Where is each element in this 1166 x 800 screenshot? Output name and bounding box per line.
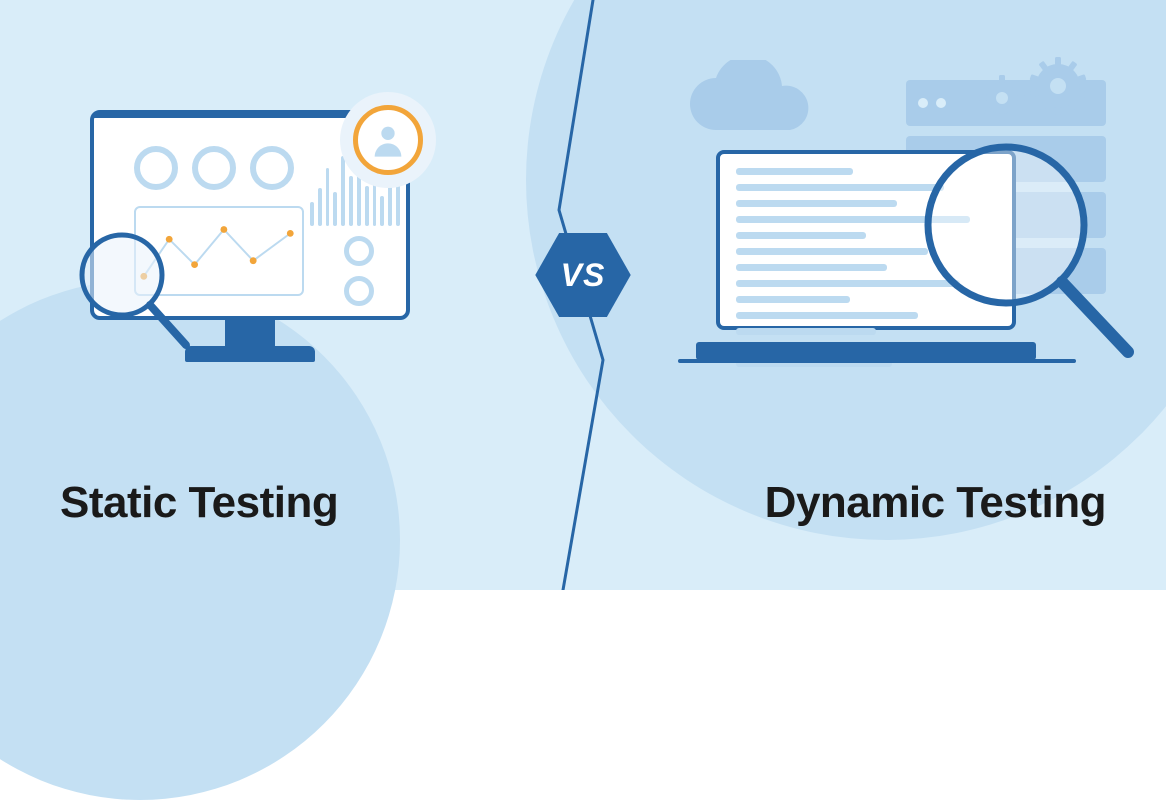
illustration-static [70, 95, 440, 395]
monitor-base [185, 346, 315, 362]
cloud-icon [676, 60, 826, 150]
person-icon [368, 120, 408, 160]
donut-chart-icon [134, 146, 178, 190]
label-static-testing: Static Testing [60, 478, 338, 528]
magnifier-icon [906, 130, 1136, 360]
vs-label: VS [535, 233, 631, 317]
donut-chart-icon [250, 146, 294, 190]
donut-chart-icon [192, 146, 236, 190]
mini-donut-icon [344, 236, 374, 266]
magnifier-icon [64, 227, 194, 357]
monitor-stand [225, 320, 275, 348]
mini-donut-icon [344, 276, 374, 306]
vs-hexagon: VS [535, 233, 631, 317]
label-dynamic-testing: Dynamic Testing [765, 478, 1106, 528]
illustration-dynamic [666, 60, 1106, 390]
stage: VS Static Testing Dynamic Testing [0, 0, 1166, 590]
avatar-badge-icon [340, 92, 436, 188]
